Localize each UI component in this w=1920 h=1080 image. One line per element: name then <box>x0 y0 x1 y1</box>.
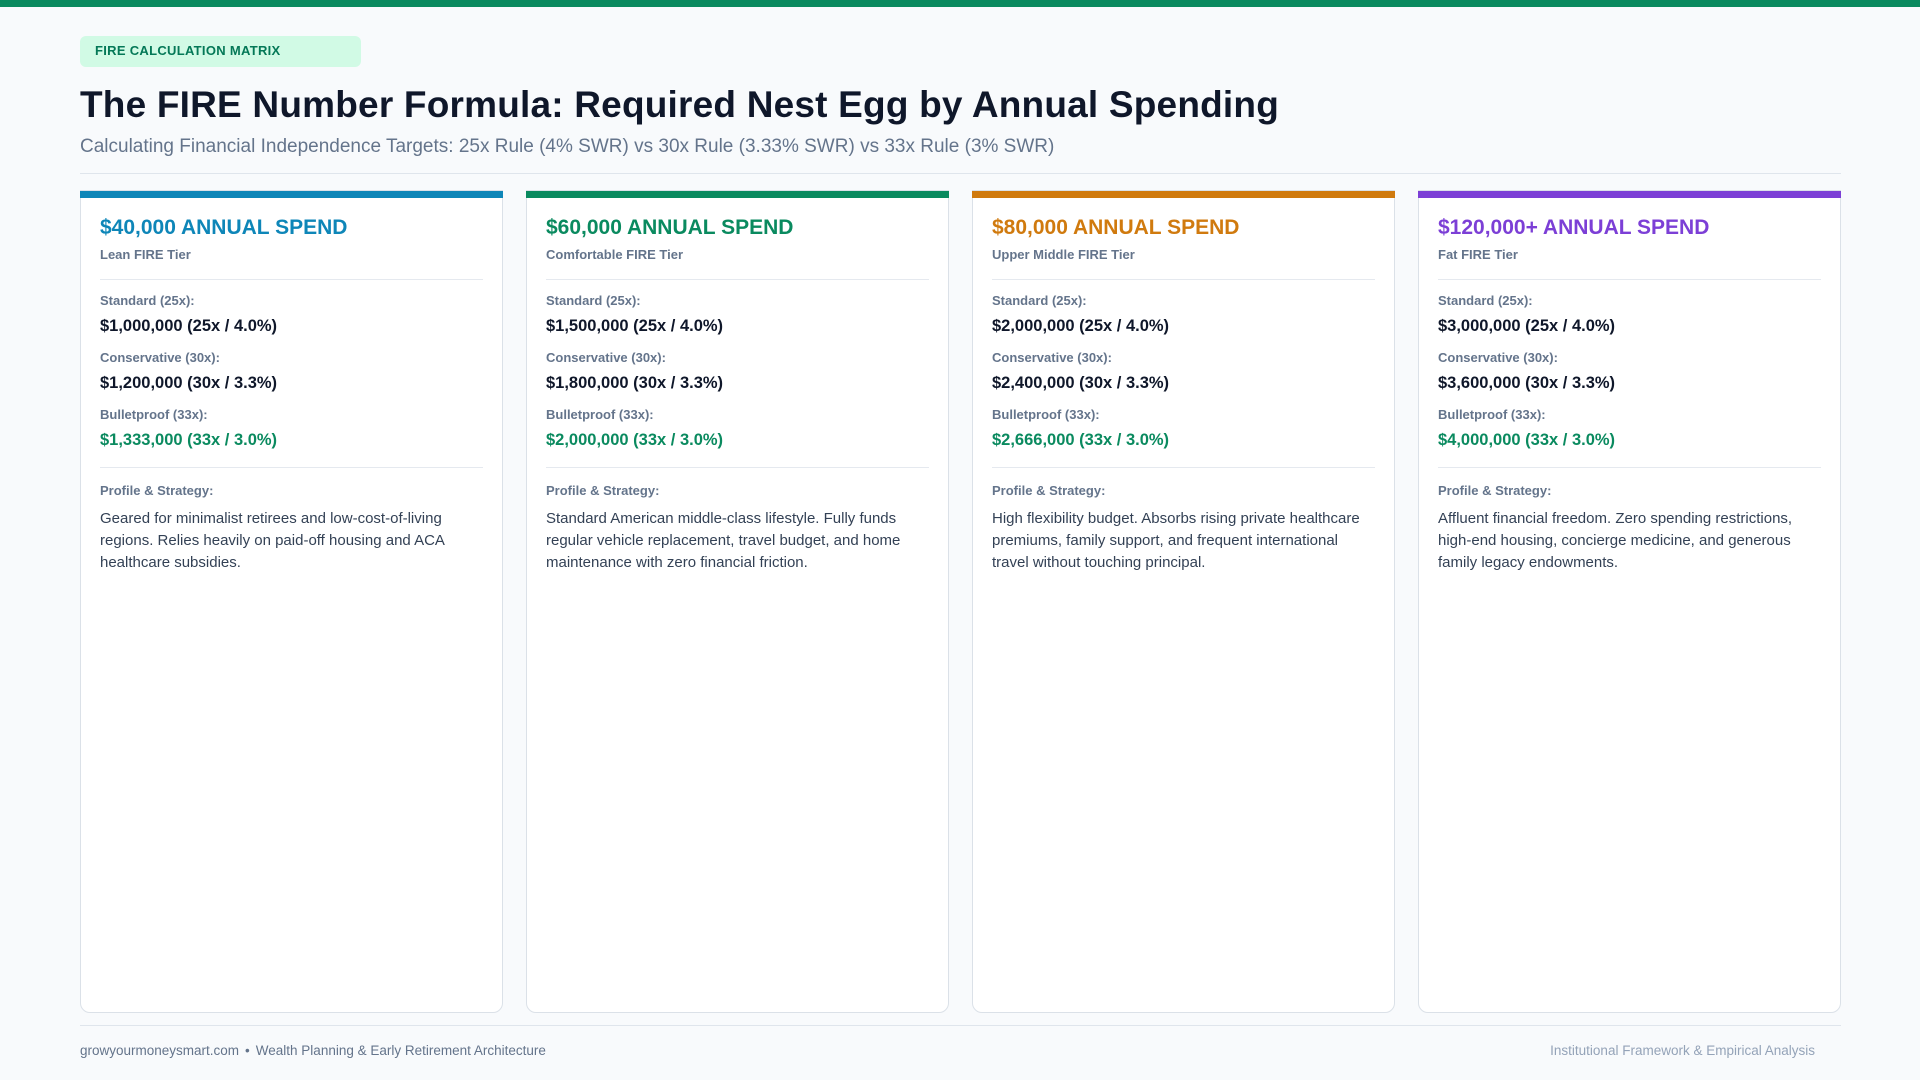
standard-value: $3,000,000 (25x / 4.0%) <box>1438 317 1616 335</box>
conservative-value: $2,400,000 (30x / 3.3%) <box>992 374 1170 392</box>
bulletproof-label: Bulletproof (33x): <box>546 407 654 422</box>
profile-label: Profile & Strategy: <box>546 483 660 498</box>
profile-text: Geared for minimalist retirees and low-c… <box>100 510 445 571</box>
standard-row: Standard (25x): $1,500,000 (25x / 4.0%) <box>546 293 929 337</box>
card-tier: Comfortable FIRE Tier <box>546 247 684 262</box>
bulletproof-value: $4,000,000 (33x / 3.0%) <box>1438 431 1616 449</box>
footer-divider <box>80 1025 1841 1026</box>
bulletproof-row: Bulletproof (33x): $1,333,000 (33x / 3.0… <box>100 407 483 451</box>
card-title: $60,000 ANNUAL SPEND <box>546 216 794 239</box>
bulletproof-label: Bulletproof (33x): <box>1438 407 1546 422</box>
card-tier: Lean FIRE Tier <box>100 247 191 262</box>
footer-tagline: Wealth Planning & Early Retirement Archi… <box>255 1043 546 1058</box>
conservative-label: Conservative (30x): <box>100 350 220 365</box>
conservative-value: $3,600,000 (30x / 3.3%) <box>1438 374 1616 392</box>
standard-row: Standard (25x): $3,000,000 (25x / 4.0%) <box>1438 293 1821 337</box>
tier-card-fat: $120,000+ ANNUAL SPEND Fat FIRE Tier Sta… <box>1418 190 1841 1013</box>
page-title: The FIRE Number Formula: Required Nest E… <box>80 84 1280 125</box>
card-tier: Fat FIRE Tier <box>1438 247 1518 262</box>
standard-row: Standard (25x): $2,000,000 (25x / 4.0%) <box>992 293 1375 337</box>
profile-text: Standard American middle-class lifestyle… <box>546 510 901 571</box>
conservative-label: Conservative (30x): <box>546 350 666 365</box>
footer-separator: • <box>245 1043 250 1058</box>
tier-card-comfortable: $60,000 ANNUAL SPEND Comfortable FIRE Ti… <box>526 190 949 1013</box>
card-accent-bar <box>526 191 949 198</box>
footer-right: Institutional Framework & Empirical Anal… <box>1550 1043 1815 1058</box>
standard-value: $1,000,000 (25x / 4.0%) <box>100 317 278 335</box>
card-accent-bar <box>1418 191 1841 198</box>
card-accent-bar <box>80 191 503 198</box>
profile-label: Profile & Strategy: <box>992 483 1106 498</box>
bulletproof-row: Bulletproof (33x): $2,666,000 (33x / 3.0… <box>992 407 1375 451</box>
profile-label: Profile & Strategy: <box>1438 483 1552 498</box>
card-title: $40,000 ANNUAL SPEND <box>100 216 348 239</box>
profile-text: Affluent financial freedom. Zero spendin… <box>1438 510 1793 571</box>
header-divider <box>80 173 1841 174</box>
category-badge: FIRE CALCULATION MATRIX <box>80 36 361 67</box>
conservative-label: Conservative (30x): <box>1438 350 1558 365</box>
conservative-value: $1,800,000 (30x / 3.3%) <box>546 374 724 392</box>
card-divider <box>992 467 1375 468</box>
conservative-label: Conservative (30x): <box>992 350 1112 365</box>
conservative-row: Conservative (30x): $3,600,000 (30x / 3.… <box>1438 350 1821 394</box>
top-accent-bar <box>0 0 1920 7</box>
conservative-row: Conservative (30x): $2,400,000 (30x / 3.… <box>992 350 1375 394</box>
tier-card-upper-middle: $80,000 ANNUAL SPEND Upper Middle FIRE T… <box>972 190 1395 1013</box>
card-divider <box>100 467 483 468</box>
standard-label: Standard (25x): <box>992 293 1087 308</box>
conservative-row: Conservative (30x): $1,800,000 (30x / 3.… <box>546 350 929 394</box>
card-divider <box>546 279 929 280</box>
profile-label: Profile & Strategy: <box>100 483 214 498</box>
conservative-value: $1,200,000 (30x / 3.3%) <box>100 374 278 392</box>
conservative-row: Conservative (30x): $1,200,000 (30x / 3.… <box>100 350 483 394</box>
bulletproof-value: $2,000,000 (33x / 3.0%) <box>546 431 724 449</box>
page-subtitle: Calculating Financial Independence Targe… <box>80 136 1055 157</box>
bulletproof-value: $1,333,000 (33x / 3.0%) <box>100 431 278 449</box>
card-title: $120,000+ ANNUAL SPEND <box>1438 216 1710 239</box>
bulletproof-value: $2,666,000 (33x / 3.0%) <box>992 431 1170 449</box>
card-divider <box>1438 279 1821 280</box>
bulletproof-label: Bulletproof (33x): <box>100 407 208 422</box>
card-tier: Upper Middle FIRE Tier <box>992 247 1135 262</box>
bulletproof-row: Bulletproof (33x): $2,000,000 (33x / 3.0… <box>546 407 929 451</box>
footer-site: growyourmoneysmart.com <box>80 1043 240 1058</box>
footer-left: growyourmoneysmart.com • Wealth Planning &… <box>80 1042 546 1060</box>
tier-card-lean: $40,000 ANNUAL SPEND Lean FIRE Tier Stan… <box>80 190 503 1013</box>
card-divider <box>100 279 483 280</box>
card-divider <box>1438 467 1821 468</box>
card-divider <box>546 467 929 468</box>
page-header: FIRE CALCULATION MATRIX The FIRE Number … <box>80 36 1841 174</box>
bulletproof-row: Bulletproof (33x): $4,000,000 (33x / 3.0… <box>1438 407 1821 451</box>
standard-label: Standard (25x): <box>100 293 195 308</box>
bulletproof-label: Bulletproof (33x): <box>992 407 1100 422</box>
standard-label: Standard (25x): <box>546 293 641 308</box>
standard-row: Standard (25x): $1,000,000 (25x / 4.0%) <box>100 293 483 337</box>
card-accent-bar <box>972 191 1395 198</box>
standard-value: $2,000,000 (25x / 4.0%) <box>992 317 1170 335</box>
card-divider <box>992 279 1375 280</box>
spending-tier-cards: $40,000 ANNUAL SPEND Lean FIRE Tier Stan… <box>80 190 1841 1013</box>
card-title: $80,000 ANNUAL SPEND <box>992 216 1240 239</box>
standard-value: $1,500,000 (25x / 4.0%) <box>546 317 724 335</box>
standard-label: Standard (25x): <box>1438 293 1533 308</box>
profile-text: High flexibility budget. Absorbs rising … <box>992 510 1360 571</box>
